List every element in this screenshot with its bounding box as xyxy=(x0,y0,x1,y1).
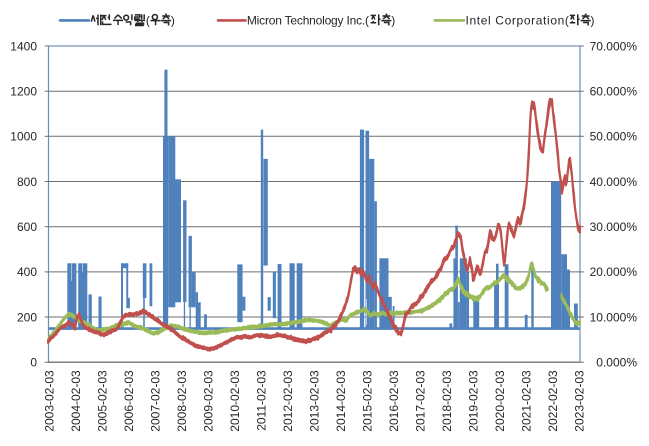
svg-text:200: 200 xyxy=(17,310,37,324)
svg-text:400: 400 xyxy=(17,265,37,279)
svg-text:2008-02-03: 2008-02-03 xyxy=(175,370,189,432)
svg-text:2003-02-03: 2003-02-03 xyxy=(43,370,57,432)
svg-text:2018-02-03: 2018-02-03 xyxy=(440,370,454,432)
svg-text:600: 600 xyxy=(17,220,37,234)
svg-text:2012-02-03: 2012-02-03 xyxy=(281,370,295,432)
svg-text:): ) xyxy=(171,14,175,28)
svg-text:2007-02-03: 2007-02-03 xyxy=(149,370,163,432)
svg-text:1200: 1200 xyxy=(10,85,37,99)
svg-text:50.000%: 50.000% xyxy=(590,130,638,144)
svg-text:70.000%: 70.000% xyxy=(590,39,638,53)
svg-text:2016-02-03: 2016-02-03 xyxy=(387,370,401,432)
svg-text:2020-02-03: 2020-02-03 xyxy=(493,370,507,432)
svg-text:(: ( xyxy=(146,14,150,28)
svg-text:): ) xyxy=(591,14,595,28)
svg-text:2013-02-03: 2013-02-03 xyxy=(308,370,322,432)
svg-text:0: 0 xyxy=(30,356,37,370)
svg-text:2011-02-03: 2011-02-03 xyxy=(255,370,269,431)
svg-text:60.000%: 60.000% xyxy=(590,85,638,99)
svg-text:2019-02-03: 2019-02-03 xyxy=(467,370,481,432)
svg-text:2006-02-03: 2006-02-03 xyxy=(122,370,136,432)
svg-text:Intel Corporation(: Intel Corporation( xyxy=(466,14,570,28)
svg-text:30.000%: 30.000% xyxy=(590,220,638,234)
svg-text:2021-02-03: 2021-02-03 xyxy=(520,370,534,432)
svg-text:): ) xyxy=(391,14,395,28)
svg-text:10.000%: 10.000% xyxy=(590,310,638,324)
svg-text:2009-02-03: 2009-02-03 xyxy=(202,370,216,432)
svg-text:2014-02-03: 2014-02-03 xyxy=(334,370,348,432)
svg-text:2022-02-03: 2022-02-03 xyxy=(546,370,560,432)
svg-text:20.000%: 20.000% xyxy=(590,265,638,279)
svg-text:800: 800 xyxy=(17,175,37,189)
svg-text:1400: 1400 xyxy=(10,39,37,53)
svg-text:40.000%: 40.000% xyxy=(590,175,638,189)
svg-text:Micron Technology Inc.(: Micron Technology Inc.( xyxy=(247,14,369,28)
svg-text:2023-02-03: 2023-02-03 xyxy=(573,370,587,432)
svg-text:2005-02-03: 2005-02-03 xyxy=(96,370,110,432)
svg-text:0.000%: 0.000% xyxy=(596,356,637,370)
svg-text:2015-02-03: 2015-02-03 xyxy=(361,370,375,432)
svg-text:2017-02-03: 2017-02-03 xyxy=(414,370,428,432)
svg-text:1000: 1000 xyxy=(10,130,37,144)
svg-text:2010-02-03: 2010-02-03 xyxy=(228,370,242,432)
svg-text:2004-02-03: 2004-02-03 xyxy=(69,370,83,432)
